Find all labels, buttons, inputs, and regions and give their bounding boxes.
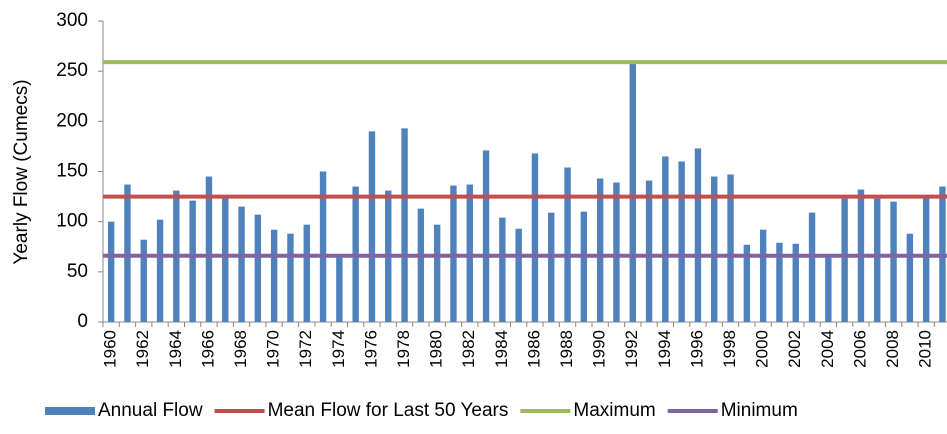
x-tick-label: 2004 [818, 330, 837, 368]
bar [270, 229, 278, 322]
bar [466, 184, 473, 322]
x-tick-label: 2002 [785, 330, 804, 368]
x-tick-label: 1994 [655, 330, 674, 368]
x-tick-label: 1996 [687, 330, 706, 368]
x-tick-label: 1988 [557, 330, 576, 368]
x-tick-label: 1966 [198, 330, 217, 368]
bar [922, 196, 930, 322]
y-tick-label: 100 [56, 211, 88, 232]
bar [319, 171, 327, 322]
x-tick-label: 1968 [231, 330, 250, 368]
y-tick-label: 200 [56, 110, 88, 131]
bar [548, 212, 555, 322]
bar [727, 174, 734, 322]
bar [254, 214, 262, 322]
bar [890, 201, 897, 322]
x-tick-label: 1980 [427, 330, 446, 368]
bar [140, 239, 147, 322]
x-tick-label: 1998 [720, 330, 739, 368]
bar [303, 224, 310, 322]
bar [368, 131, 376, 322]
bar [808, 212, 816, 322]
legend-label: Mean Flow for Last 50 Years [268, 400, 509, 421]
bar [401, 128, 408, 322]
bar [629, 63, 636, 322]
bar [222, 196, 229, 322]
bar [515, 228, 522, 322]
bar [841, 198, 848, 322]
x-tick-label: 1964 [166, 330, 185, 368]
bar [678, 161, 685, 322]
bar [825, 255, 832, 322]
bar [433, 224, 441, 322]
x-tick-label: 1974 [329, 330, 348, 368]
bar [645, 180, 653, 322]
y-tick-label: 50 [67, 261, 88, 282]
x-tick-label: 1986 [524, 330, 543, 368]
x-tick-label: 1972 [296, 330, 315, 368]
bar [107, 221, 115, 322]
x-tick-label: 1982 [459, 330, 478, 368]
bar [596, 178, 604, 322]
x-tick-label: 1992 [622, 330, 641, 368]
x-tick-label: 2010 [916, 330, 935, 368]
bar [711, 176, 718, 322]
x-tick-label: 1970 [264, 330, 283, 368]
bar [743, 244, 751, 322]
x-tick-label: 1984 [492, 330, 511, 368]
bar [482, 150, 490, 322]
x-tick-label: 1978 [394, 330, 413, 368]
bar [336, 254, 343, 322]
x-tick-label: 1976 [361, 330, 380, 368]
bar [613, 182, 620, 322]
x-tick-label: 2000 [753, 330, 772, 368]
bar [189, 200, 196, 322]
y-axis-title: Yearly Flow (Cumecs) [11, 79, 32, 264]
bar [792, 243, 799, 322]
x-tick-label: 2006 [850, 330, 869, 368]
x-tick-label: 1990 [590, 330, 609, 368]
bar [531, 153, 539, 322]
bar [450, 185, 457, 322]
bar [238, 206, 245, 322]
bar [124, 184, 131, 322]
x-tick-label: 1962 [133, 330, 152, 368]
y-tick-label: 0 [77, 311, 88, 332]
bar [287, 233, 294, 322]
bar [662, 156, 669, 322]
y-tick-label: 300 [56, 10, 88, 31]
bar [499, 217, 506, 322]
bar [694, 148, 702, 322]
bar [417, 208, 425, 322]
legend-label: Minimum [721, 400, 798, 421]
y-tick-label: 250 [56, 60, 88, 81]
y-tick-label: 150 [56, 161, 88, 182]
bar [580, 211, 588, 322]
legend-label: Maximum [573, 400, 655, 421]
legend-label: Annual Flow [98, 400, 203, 421]
bar [776, 242, 783, 322]
bar [906, 233, 914, 322]
bar [874, 198, 881, 322]
legend-swatch [45, 407, 95, 415]
x-tick-label: 2008 [883, 330, 902, 368]
x-tick-label: 1960 [101, 330, 120, 368]
bar [564, 167, 571, 322]
bar [759, 229, 767, 322]
bar [156, 219, 164, 322]
bar [205, 176, 213, 322]
